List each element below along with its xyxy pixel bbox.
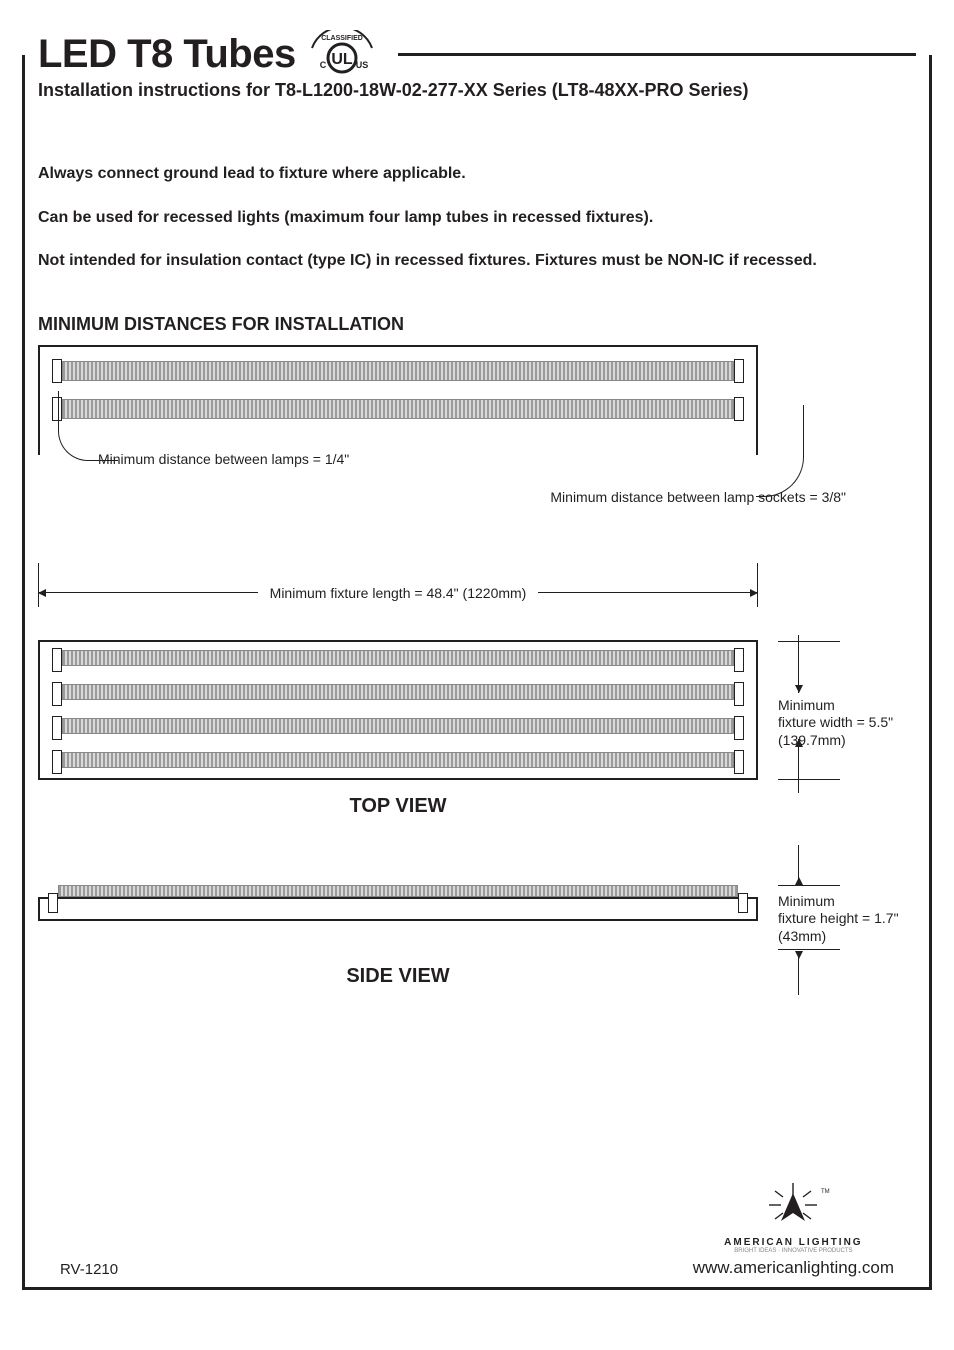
tube-body: [62, 399, 734, 419]
diagram-area: Minimum distance between lamps = 1/4" Mi…: [38, 345, 916, 1045]
dimension-fixture-length: Minimum fixture length = 48.4" (1220mm): [38, 585, 758, 601]
dimension-arrow: [38, 592, 258, 593]
dimension-arrow: [798, 635, 799, 693]
tube: [52, 718, 744, 734]
tube-endcap: [52, 750, 62, 774]
title-row: LED T8 Tubes CLASSIFIED UL C US: [38, 30, 916, 78]
svg-text:C: C: [319, 60, 326, 70]
tube-endcap: [734, 648, 744, 672]
dimension-arrow: [798, 739, 799, 793]
svg-text:US: US: [355, 60, 368, 70]
dimension-fixture-height: Minimumfixture height = 1.7"(43mm): [778, 845, 928, 995]
tube: [52, 361, 744, 381]
tube-body: [62, 684, 734, 700]
callout-between-lamps: Minimum distance between lamps = 1/4": [98, 451, 349, 467]
extension-line: [778, 779, 840, 780]
tube-body: [62, 650, 734, 666]
tube-endcap: [734, 682, 744, 706]
label-side-view: SIDE VIEW: [38, 965, 758, 988]
diagram-side-view: [38, 885, 758, 921]
extension-line: [757, 563, 758, 607]
extension-line: [778, 949, 840, 950]
svg-text:CLASSIFIED: CLASSIFIED: [321, 35, 363, 42]
dimension-arrow: [798, 951, 799, 995]
brand-url: www.americanlighting.com: [693, 1258, 894, 1278]
tube-endcap: [734, 716, 744, 740]
tube-endcap: [52, 648, 62, 672]
tube-endcap: [734, 750, 744, 774]
fixture-frame: [38, 897, 758, 921]
tube: [52, 399, 744, 419]
svg-text:UL: UL: [331, 51, 353, 68]
leader-line: [756, 405, 804, 497]
tube-side: [58, 885, 738, 897]
tube-endcap: [738, 893, 748, 913]
diagram-two-tubes: [38, 345, 758, 455]
tube-endcap: [52, 716, 62, 740]
footer: RV-1210 TM AMERICAN LIGHTING BRIGHT IDEA…: [60, 1179, 894, 1278]
tube-endcap: [48, 893, 58, 913]
brand-tagline: BRIGHT IDEAS · INNOVATIVE PRODUCTS: [693, 1248, 894, 1254]
page-title: LED T8 Tubes: [38, 32, 296, 77]
label-top-view: TOP VIEW: [38, 795, 758, 818]
page: LED T8 Tubes CLASSIFIED UL C US Installa…: [0, 0, 954, 1350]
brand-name: AMERICAN LIGHTING: [693, 1237, 894, 1248]
dimension-arrow: [798, 845, 799, 885]
tube-endcap: [52, 359, 62, 383]
tube: [52, 684, 744, 700]
callout-between-sockets: Minimum distance between lamp sockets = …: [550, 489, 846, 505]
title-rule: [398, 53, 916, 56]
dimension-label: Minimum fixture length = 48.4" (1220mm): [270, 585, 527, 601]
extension-line: [38, 563, 39, 607]
extension-line: [778, 641, 840, 642]
tube-body: [62, 718, 734, 734]
brand-logo-icon: TM: [751, 1179, 835, 1231]
tube-endcap: [734, 359, 744, 383]
dimension-fixture-width: Minimumfixture width = 5.5"(139.7mm): [778, 635, 888, 785]
diagram-top-view: [38, 640, 758, 780]
svg-text:TM: TM: [821, 1189, 830, 1195]
ul-classified-icon: CLASSIFIED UL C US: [306, 30, 378, 78]
dimension-arrow: [538, 592, 758, 593]
tube-body: [62, 361, 734, 381]
brand-block: TM AMERICAN LIGHTING BRIGHT IDEAS · INNO…: [693, 1179, 894, 1278]
tube-endcap: [734, 397, 744, 421]
dimension-label: Minimumfixture height = 1.7"(43mm): [778, 893, 938, 946]
revision-code: RV-1210: [60, 1261, 118, 1278]
tube-endcap: [52, 682, 62, 706]
extension-line: [778, 885, 840, 886]
tube: [52, 752, 744, 768]
tube-body: [62, 752, 734, 768]
tube: [52, 650, 744, 666]
